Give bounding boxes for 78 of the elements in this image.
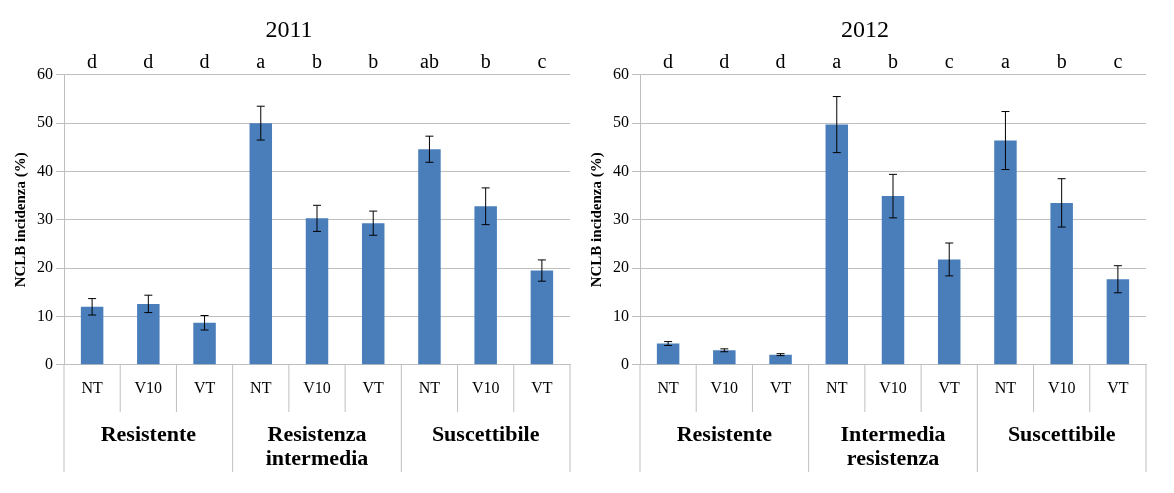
chart-title: 2011 — [265, 15, 313, 42]
y-tick-label: 50 — [37, 113, 53, 131]
text: b — [480, 50, 491, 73]
text: d — [87, 50, 98, 73]
x-tick-label: NT — [994, 378, 1017, 396]
x-tick-label: VT — [1107, 378, 1129, 396]
y-tick-label: 50 — [613, 113, 629, 131]
y-tick-label: 40 — [613, 161, 629, 179]
bar — [825, 124, 849, 365]
bar — [249, 123, 273, 365]
y-tick-label: 10 — [613, 306, 629, 324]
text: d — [199, 50, 210, 73]
text: c — [537, 50, 547, 73]
y-axis-title: NCLB incidenza (%) — [11, 152, 29, 288]
x-tick-label: V10 — [879, 378, 907, 396]
text: b — [888, 50, 898, 73]
y-tick-label: 30 — [37, 210, 53, 227]
text: a — [832, 50, 842, 73]
text: b — [312, 50, 322, 73]
x-tick-label: VT — [769, 378, 792, 396]
text: c — [1113, 50, 1123, 73]
text: Resistenza intermedia — [265, 420, 369, 470]
text: Intermedia resistenza — [840, 420, 946, 470]
bar — [713, 350, 736, 365]
text: Suscettibile — [431, 420, 540, 446]
y-tick-label: 60 — [37, 65, 53, 82]
bar — [656, 343, 680, 365]
text: a — [256, 50, 266, 73]
bar — [80, 306, 104, 365]
bar — [769, 354, 792, 365]
x-tick-label: V10 — [1047, 378, 1076, 396]
bar — [937, 259, 961, 365]
x-tick-label: NT — [657, 378, 679, 396]
chart-title: 2012 — [841, 15, 889, 42]
text: d — [663, 50, 674, 73]
text: d — [775, 50, 786, 73]
bar — [530, 270, 554, 365]
text: b — [1056, 50, 1067, 73]
x-tick-label: V10 — [303, 378, 331, 396]
text: c — [944, 50, 954, 73]
bar — [1050, 202, 1073, 365]
bar — [881, 196, 905, 365]
text: Suscettibile — [1007, 420, 1116, 446]
x-tick-label: V10 — [471, 378, 500, 396]
text: a — [1001, 50, 1010, 73]
x-tick-label: VT — [362, 378, 385, 396]
bar — [418, 149, 441, 365]
x-tick-label: NT — [826, 378, 848, 396]
bar — [994, 140, 1017, 365]
y-tick-label: 20 — [37, 258, 53, 276]
text: d — [143, 50, 154, 73]
y-tick-label: 0 — [621, 355, 629, 372]
x-tick-label: NT — [250, 378, 272, 396]
bar — [137, 303, 160, 365]
text: ab — [420, 50, 439, 73]
y-tick-label: 20 — [613, 258, 629, 276]
bar — [305, 218, 329, 365]
x-tick-label: NT — [418, 378, 441, 396]
bar — [361, 223, 385, 365]
text: Resistente — [676, 420, 773, 446]
x-tick-label: VT — [938, 378, 961, 396]
bar — [1106, 279, 1130, 365]
y-tick-label: 30 — [613, 210, 629, 227]
x-tick-label: V10 — [710, 378, 739, 396]
y-tick-label: 40 — [37, 161, 53, 179]
x-tick-label: VT — [531, 378, 553, 396]
text: d — [719, 50, 730, 73]
y-tick-label: 10 — [37, 306, 53, 324]
x-tick-label: V10 — [134, 378, 163, 396]
y-tick-label: 0 — [45, 355, 53, 372]
x-tick-label: NT — [81, 378, 103, 396]
text: Resistente — [100, 420, 197, 446]
text: b — [368, 50, 379, 73]
x-tick-label: VT — [193, 378, 216, 396]
y-axis-title: NCLB incidenza (%) — [587, 152, 605, 288]
bar — [193, 322, 216, 365]
bar — [474, 206, 497, 365]
y-tick-label: 60 — [613, 65, 629, 82]
